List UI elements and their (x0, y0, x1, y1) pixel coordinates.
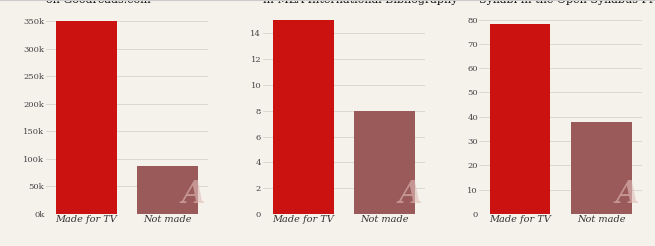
Text: A: A (181, 179, 205, 210)
Text: A: A (615, 179, 639, 210)
Text: Average Number of Ratings
on Goodreads.com: Average Number of Ratings on Goodreads.c… (46, 0, 203, 5)
Text: A: A (398, 179, 422, 210)
Bar (272, 20, 333, 214)
Bar (56, 21, 117, 214)
Text: Avg. Num. of Academic Citations
in MLA International Bibliography: Avg. Num. of Academic Citations in MLA I… (263, 0, 457, 5)
Text: Average Appearances on College
Syllabi in the Open Syllabus Project: Average Appearances on College Syllabi i… (479, 0, 655, 5)
Bar (489, 24, 550, 214)
Bar (354, 111, 415, 214)
Bar (571, 122, 631, 214)
Bar (138, 166, 198, 214)
